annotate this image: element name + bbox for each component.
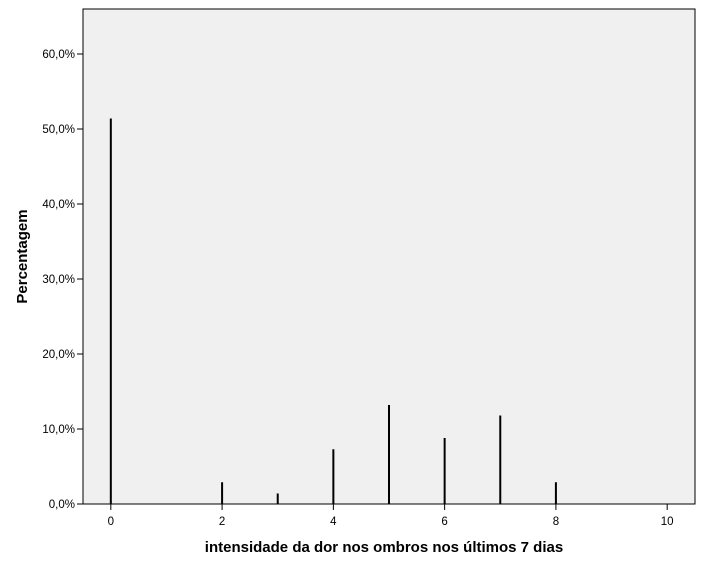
- x-tick-label: 2: [219, 516, 225, 528]
- y-tick-label: 20,0%: [42, 349, 75, 361]
- x-tick-label: 6: [441, 516, 447, 528]
- y-axis-title: Percentagem: [14, 209, 31, 303]
- x-tick-label: 4: [330, 516, 337, 528]
- x-axis: 0 2 4 6 8 10: [108, 504, 674, 528]
- x-tick-label: 10: [661, 516, 674, 528]
- y-tick-label: 60,0%: [42, 49, 75, 61]
- y-axis: 0,0% 10,0% 20,0% 30,0% 40,0% 50,0% 60,0%: [42, 49, 83, 511]
- x-axis-title: intensidade da dor nos ombros nos último…: [205, 539, 563, 556]
- y-tick-label: 10,0%: [42, 424, 75, 436]
- bars: [109, 118, 557, 504]
- y-tick-label: 0,0%: [49, 499, 75, 511]
- x-tick-label: 0: [108, 516, 114, 528]
- x-tick-label: 8: [553, 516, 559, 528]
- y-tick-label: 40,0%: [42, 199, 75, 211]
- y-tick-label: 50,0%: [42, 124, 75, 136]
- y-tick-label: 30,0%: [42, 274, 75, 286]
